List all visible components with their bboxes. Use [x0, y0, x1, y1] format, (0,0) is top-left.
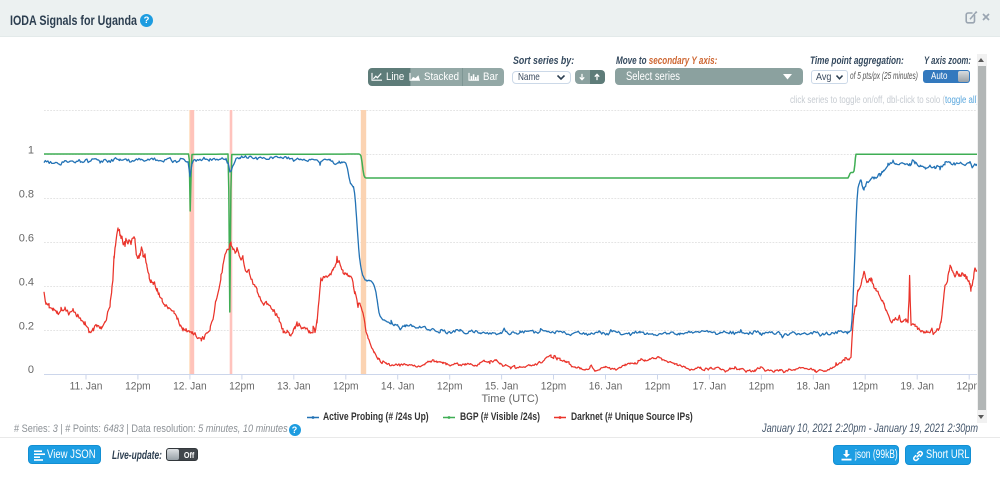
- svg-text:12pm: 12pm: [125, 380, 151, 392]
- svg-text:12pm: 12pm: [333, 380, 359, 392]
- svg-text:11. Jan: 11. Jan: [70, 380, 103, 392]
- svg-text:17. Jan: 17. Jan: [693, 380, 727, 392]
- svg-text:18. Jan: 18. Jan: [797, 380, 831, 392]
- svg-text:15. Jan: 15. Jan: [485, 380, 519, 392]
- svg-text:12pm: 12pm: [229, 380, 255, 392]
- svg-text:12pm: 12pm: [749, 380, 775, 392]
- svg-text:Time (UTC): Time (UTC): [481, 393, 538, 405]
- svg-text:19. Jan: 19. Jan: [900, 380, 934, 392]
- svg-text:12pm: 12pm: [645, 380, 671, 392]
- svg-text:13. Jan: 13. Jan: [277, 380, 311, 392]
- svg-text:0.8: 0.8: [19, 189, 34, 201]
- svg-text:12pm: 12pm: [852, 380, 878, 392]
- svg-text:1: 1: [28, 145, 34, 157]
- svg-text:16. Jan: 16. Jan: [589, 380, 623, 392]
- svg-text:14. Jan: 14. Jan: [381, 380, 415, 392]
- svg-text:0.2: 0.2: [19, 321, 34, 333]
- svg-text:0: 0: [28, 364, 34, 376]
- svg-text:0.6: 0.6: [19, 233, 34, 245]
- svg-text:0.4: 0.4: [19, 277, 34, 289]
- svg-text:12pm: 12pm: [541, 380, 567, 392]
- svg-text:12pm: 12pm: [437, 380, 463, 392]
- svg-text:12pm: 12pm: [956, 380, 982, 392]
- svg-text:12. Jan: 12. Jan: [173, 380, 207, 392]
